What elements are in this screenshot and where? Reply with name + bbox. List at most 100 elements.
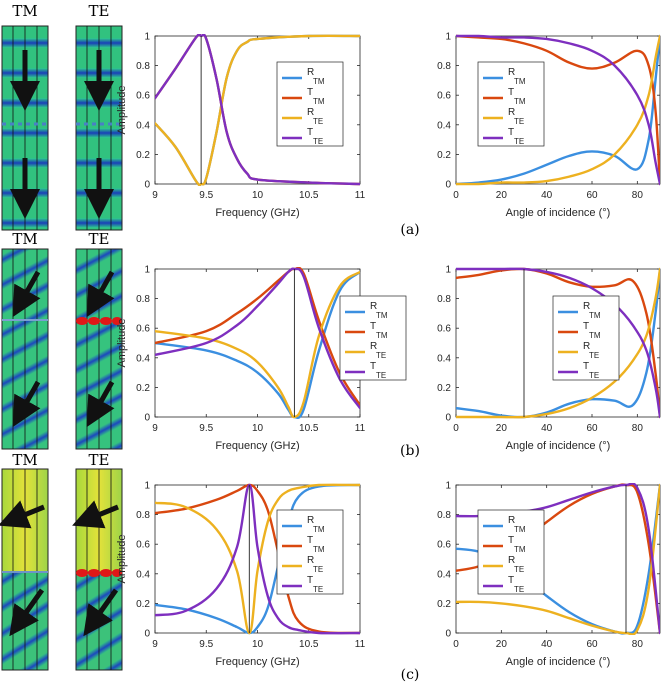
y-tick-label: 1 <box>445 265 451 276</box>
x-tick-label: 80 <box>632 423 644 434</box>
legend-label: R <box>508 555 515 566</box>
y-tick-label: 0.8 <box>136 61 150 72</box>
y-tick-label: 0 <box>144 413 150 424</box>
series-line-r-te <box>155 483 360 635</box>
y-tick-label: 1 <box>144 481 150 492</box>
y-tick-label: 0.8 <box>136 510 150 521</box>
label-te-b: TE <box>89 230 110 248</box>
series-line-r-tm <box>155 483 360 635</box>
x-axis-label: Angle of incidence (°) <box>506 207 611 219</box>
legend-label: T <box>370 321 376 332</box>
legend-subscript: TE <box>514 585 524 594</box>
y-tick-label: 0.4 <box>437 120 451 131</box>
legend-subscript: TE <box>313 117 323 126</box>
y-tick-label: 0.2 <box>136 383 150 394</box>
legend-subscript: TE <box>313 565 323 574</box>
y-tick-label: 0.2 <box>437 383 451 394</box>
x-axis-label: Frequency (GHz) <box>215 656 299 668</box>
legend-box <box>339 295 407 381</box>
x-tick-label: 60 <box>586 639 598 650</box>
field-panel-a-te <box>75 25 123 231</box>
x-tick-label: 10 <box>252 423 264 434</box>
legend-subscript: TM <box>313 97 325 106</box>
series-group <box>155 34 360 186</box>
y-tick-label: 0.8 <box>136 294 150 305</box>
legend-label: T <box>583 361 589 372</box>
x-tick-label: 9.5 <box>199 190 213 201</box>
legend-subscript: TE <box>313 585 323 594</box>
y-axis-label: Amplitude <box>116 86 128 135</box>
y-tick-label: 0.6 <box>136 91 150 102</box>
legend-label: R <box>583 341 590 352</box>
y-tick-label: 0.4 <box>136 353 150 364</box>
series-group <box>155 483 360 635</box>
legend-label: T <box>370 361 376 372</box>
y-tick-label: 0.4 <box>437 569 451 580</box>
legend-subscript: TE <box>313 137 323 146</box>
legend-subscript: TM <box>313 525 325 534</box>
y-tick-label: 0.2 <box>437 599 451 610</box>
row-label-b: (b) <box>400 443 420 459</box>
label-tm-c: TM <box>12 451 37 469</box>
y-tick-label: 1 <box>144 32 150 43</box>
series-line-t-tm <box>456 34 660 186</box>
series-group <box>456 34 660 186</box>
legend-subscript: TM <box>313 77 325 86</box>
legend-subscript: TM <box>376 311 388 320</box>
series-line-t-te <box>456 34 660 186</box>
legend-subscript: TM <box>313 545 325 554</box>
chart-frequency-b: 9 9.5 10 10.5 11 0 0.2 0.4 0.6 0.8 1 Frequency (GHz… <box>116 265 407 452</box>
field-panel-b-te <box>75 248 123 450</box>
x-tick-label: 20 <box>496 423 508 434</box>
legend-label: T <box>508 535 514 546</box>
label-tm-b: TM <box>12 230 37 248</box>
y-tick-label: 0.4 <box>136 120 150 131</box>
y-tick-label: 0 <box>144 180 150 191</box>
series-group <box>456 267 660 419</box>
x-tick-label: 60 <box>586 423 598 434</box>
legend-subscript: TM <box>376 331 388 340</box>
series-line-t-tm <box>456 267 660 419</box>
y-tick-label: 0.6 <box>437 540 451 551</box>
x-tick-label: 9 <box>152 423 158 434</box>
legend-label: T <box>508 575 514 586</box>
legend-label: R <box>508 107 515 118</box>
legend-label: R <box>307 555 314 566</box>
label-te-c: TE <box>89 451 110 469</box>
legend-label: T <box>307 87 313 98</box>
row-label-c: (c) <box>401 667 420 683</box>
legend-subscript: TE <box>376 371 386 380</box>
legend-subscript: TM <box>514 77 526 86</box>
field-panel-b-tm <box>1 248 49 450</box>
x-tick-label: 40 <box>541 423 553 434</box>
legend-label: T <box>307 575 313 586</box>
series-line-t-te <box>155 34 360 186</box>
x-tick-label: 9 <box>152 190 158 201</box>
y-tick-label: 0.8 <box>437 510 451 521</box>
series-line-r-te <box>155 270 360 419</box>
series-line-t-te <box>155 267 360 410</box>
field-panel-c-te <box>72 468 123 671</box>
x-tick-label: 9.5 <box>199 639 213 650</box>
series-line-r-te <box>456 267 660 419</box>
x-tick-label: 20 <box>496 639 508 650</box>
y-tick-label: 0.4 <box>437 353 451 364</box>
x-tick-label: 11 <box>355 190 366 201</box>
x-tick-label: 60 <box>586 190 598 201</box>
legend-label: T <box>508 127 514 138</box>
legend-label: T <box>307 535 313 546</box>
plot-area <box>154 268 361 418</box>
chart-frequency-a: 9 9.5 10 10.5 11 0 0.2 0.4 0.6 0.8 1 Frequency (GHz… <box>116 32 366 220</box>
row-label-a: (a) <box>400 222 419 238</box>
legend-subscript: TM <box>514 525 526 534</box>
y-axis-label: Amplitude <box>116 535 128 584</box>
legend-subscript: TM <box>514 545 526 554</box>
legend-label: R <box>508 515 515 526</box>
y-tick-label: 0.6 <box>136 540 150 551</box>
legend-subscript: TM <box>589 311 601 320</box>
label-tm-a: TM <box>12 2 37 20</box>
field-panel-a-tm <box>1 25 49 231</box>
